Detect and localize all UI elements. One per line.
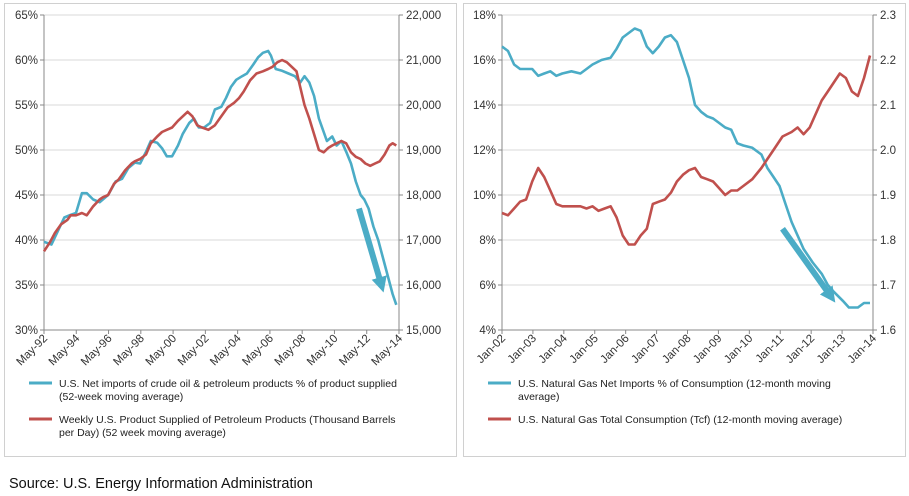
y-left-tick-label: 10% (473, 190, 496, 202)
x-tick-label: May-12 (337, 333, 373, 369)
y-right-tick-label: 18,000 (406, 190, 441, 202)
x-tick-label: May-04 (208, 332, 244, 368)
y-right-tick-label: 19,000 (406, 145, 441, 157)
x-tick-label: May-14 (370, 332, 406, 368)
chart-1: 30% 35% 40% 45% 50% 55% 60% 65% 15,000 16,000 17,0… (4, 3, 457, 457)
y-right-tick-label: 16,000 (406, 280, 441, 292)
y-left-tick-label: 6% (479, 280, 496, 292)
x-tick-label: May-00 (144, 333, 180, 369)
legend-label: (52-week moving average) (59, 391, 183, 403)
y-right-tick-label: 22,000 (406, 10, 441, 22)
legend-label: U.S. Natural Gas Net Imports % of Consum… (518, 378, 831, 390)
y-right-tick-label: 1.8 (880, 235, 896, 247)
legend-label: per Day) (52 week moving average) (59, 427, 226, 439)
x-tick-label: May-10 (305, 333, 341, 369)
series-line-red (42, 58, 397, 253)
y-left-tick-label: 60% (15, 55, 38, 67)
chart-frame (4, 3, 457, 457)
y-right-tick-label: 2.2 (880, 55, 896, 67)
x-tick-label: Jan-03 (506, 333, 539, 366)
x-tick-label: Jan-05 (568, 333, 601, 366)
chart-2: 4% 6% 8% 10% 12% 14% 16% 18% 1.6 1.7 1.8 1.9 2.0 2.1 2… (463, 3, 906, 457)
x-tick-label: May-02 (176, 333, 212, 369)
chart-frame (463, 3, 906, 457)
series-line-blue (501, 27, 870, 309)
x-tick-label: May-96 (79, 333, 115, 369)
y-right-tick-label: 2.3 (880, 10, 896, 22)
y-left-tick-label: 55% (15, 100, 38, 112)
x-tick-label: May-94 (47, 332, 83, 368)
y-left-tick-label: 50% (15, 145, 38, 157)
legend-label: U.S. Net imports of crude oil & petroleu… (59, 378, 397, 390)
y-left-tick-label: 8% (479, 235, 496, 247)
y-right-tick-label: 15,000 (406, 325, 441, 337)
trend-arrow (356, 207, 387, 293)
x-tick-label: Jan-08 (660, 333, 693, 366)
y-left-tick-label: 45% (15, 190, 38, 202)
x-tick-label: May-92 (15, 333, 51, 369)
y-left-tick-label: 16% (473, 55, 496, 67)
x-tick-label: Jan-12 (784, 333, 817, 366)
source-note: Source: U.S. Energy Information Administ… (9, 476, 313, 492)
y-left-tick-label: 35% (15, 280, 38, 292)
y-right-tick-label: 21,000 (406, 55, 441, 67)
y-left-tick-label: 18% (473, 10, 496, 22)
y-left-tick-label: 30% (15, 325, 38, 337)
x-tick-label: Jan-11 (754, 333, 787, 366)
x-tick-label: May-08 (273, 333, 309, 369)
y-right-tick-label: 20,000 (406, 100, 441, 112)
x-tick-label: Jan-09 (691, 333, 724, 366)
x-tick-label: Jan-04 (537, 332, 571, 366)
x-tick-label: Jan-07 (629, 333, 662, 366)
y-right-tick-label: 1.7 (880, 280, 896, 292)
y-right-tick-label: 2.0 (880, 145, 896, 157)
x-tick-label: May-98 (111, 333, 147, 369)
legend-label: U.S. Natural Gas Total Consumption (Tcf)… (518, 414, 842, 426)
y-right-tick-label: 17,000 (406, 235, 441, 247)
x-tick-label: Jan-14 (846, 332, 880, 366)
series-line-blue (43, 49, 398, 306)
x-tick-label: Jan-10 (722, 333, 755, 366)
y-left-tick-label: 65% (15, 10, 38, 22)
x-tick-label: Jan-13 (815, 333, 848, 366)
y-left-tick-label: 12% (473, 145, 496, 157)
y-left-tick-label: 14% (473, 100, 496, 112)
y-right-tick-label: 1.6 (880, 325, 896, 337)
series-line-red (501, 55, 872, 246)
x-tick-label: May-06 (240, 333, 276, 369)
y-right-tick-label: 1.9 (880, 190, 896, 202)
trend-arrow (780, 227, 836, 303)
y-left-tick-label: 4% (479, 325, 496, 337)
legend-label: average) (518, 391, 559, 403)
x-tick-label: Jan-06 (598, 333, 631, 366)
y-right-tick-label: 2.1 (880, 100, 896, 112)
y-left-tick-label: 40% (15, 235, 38, 247)
x-tick-label: Jan-02 (475, 333, 508, 366)
legend-label: Weekly U.S. Product Supplied of Petroleu… (59, 414, 396, 426)
